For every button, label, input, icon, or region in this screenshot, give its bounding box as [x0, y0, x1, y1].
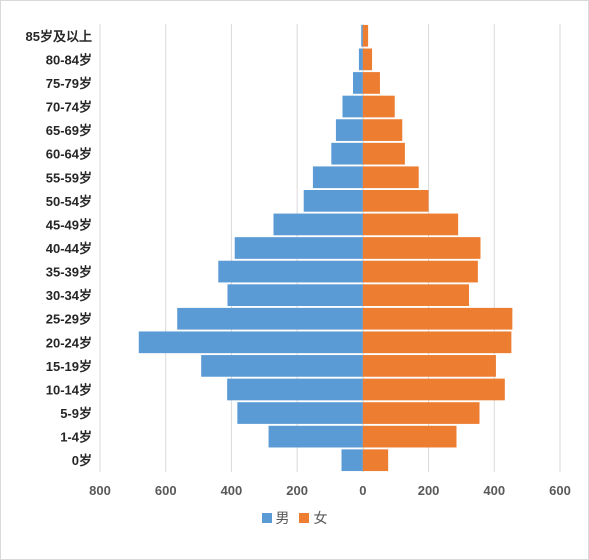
bar-male-2	[237, 402, 363, 424]
category-label: 45-49岁	[46, 217, 92, 232]
bar-female-12	[362, 166, 419, 189]
x-tick-label: 0	[359, 483, 366, 498]
bar-male-8	[218, 260, 363, 283]
bar-female-17	[362, 48, 373, 71]
x-tick-label: 400	[483, 483, 505, 498]
bar-male-17	[358, 48, 363, 71]
x-tick-labels: 800 600 400 200 0 200 400 600	[89, 483, 571, 498]
bar-female-16	[362, 72, 380, 94]
bar-female-18	[362, 24, 369, 47]
category-label: 85岁及以上	[26, 29, 92, 44]
bar-female-6	[362, 307, 513, 330]
category-label: 35-39岁	[46, 265, 92, 280]
category-label: 15-19岁	[46, 359, 92, 374]
bar-male-9	[234, 237, 363, 259]
bar-male-7	[227, 284, 363, 307]
bar-male-6	[177, 307, 363, 330]
legend-item-male: 男	[261, 508, 290, 528]
bar-female-4	[362, 355, 496, 377]
x-tick-label: 400	[221, 483, 243, 498]
category-label: 50-54岁	[46, 194, 92, 209]
legend-item-female: 女	[299, 508, 327, 528]
bar-female-9	[362, 237, 481, 259]
legend: 男 女	[0, 508, 589, 528]
x-tick-label: 200	[286, 483, 308, 498]
category-label: 70-74岁	[46, 100, 92, 115]
category-label: 65-69岁	[46, 123, 92, 138]
x-tick-label: 800	[89, 483, 111, 498]
bar-male-0	[341, 449, 363, 472]
bar-female-8	[362, 260, 478, 283]
bar-male-4	[201, 355, 363, 377]
category-label: 80-84岁	[46, 52, 92, 67]
bar-male-1	[268, 425, 363, 448]
bar-male-13	[331, 142, 363, 165]
bar-male-11	[303, 189, 363, 212]
bar-female-15	[362, 95, 395, 118]
category-label: 0岁	[72, 453, 92, 468]
bar-female-0	[362, 449, 389, 472]
bar-male-3	[227, 378, 363, 401]
category-label: 25-29岁	[46, 312, 92, 327]
bar-female-5	[362, 331, 512, 354]
legend-label-female: 女	[313, 510, 328, 526]
bar-female-3	[362, 378, 505, 401]
bar-female-13	[362, 142, 405, 165]
bar-male-15	[342, 95, 363, 118]
category-label: 30-34岁	[46, 288, 92, 303]
category-label: 60-64岁	[46, 147, 92, 162]
bar-female-2	[362, 402, 480, 424]
category-label: 1-4岁	[60, 430, 92, 445]
category-label: 55-59岁	[46, 170, 92, 185]
category-label: 10-14岁	[46, 382, 92, 397]
x-tick-label: 200	[418, 483, 440, 498]
legend-swatch-male	[261, 513, 272, 523]
bar-male-12	[312, 166, 363, 189]
bar-female-11	[362, 189, 429, 212]
bar-male-16	[353, 72, 363, 94]
category-label: 40-44岁	[46, 241, 92, 256]
bar-female-14	[362, 119, 403, 141]
legend-swatch-female	[299, 513, 310, 523]
bar-male-14	[335, 119, 363, 141]
category-label: 20-24岁	[46, 335, 92, 350]
bar-male-5	[138, 331, 363, 354]
legend-label-male: 男	[275, 510, 290, 526]
bar-female-1	[362, 425, 457, 448]
x-tick-label: 600	[549, 483, 571, 498]
category-label: 5-9岁	[60, 406, 92, 421]
bar-female-7	[362, 284, 469, 307]
category-label: 75-79岁	[46, 76, 92, 91]
bars	[138, 24, 513, 472]
bar-male-10	[273, 213, 363, 236]
x-tick-label: 600	[155, 483, 177, 498]
category-labels: 0岁 1-4岁 5-9岁 10-14岁 15-19岁 20-24岁 25-29岁 30-34岁…	[26, 29, 92, 468]
bar-female-10	[362, 213, 459, 236]
bar-male-18	[361, 24, 363, 47]
population-pyramid-chart: 0岁 1-4岁 5-9岁 10-14岁 15-19岁 20-24岁 25-29岁 30-34岁…	[26, 24, 571, 498]
